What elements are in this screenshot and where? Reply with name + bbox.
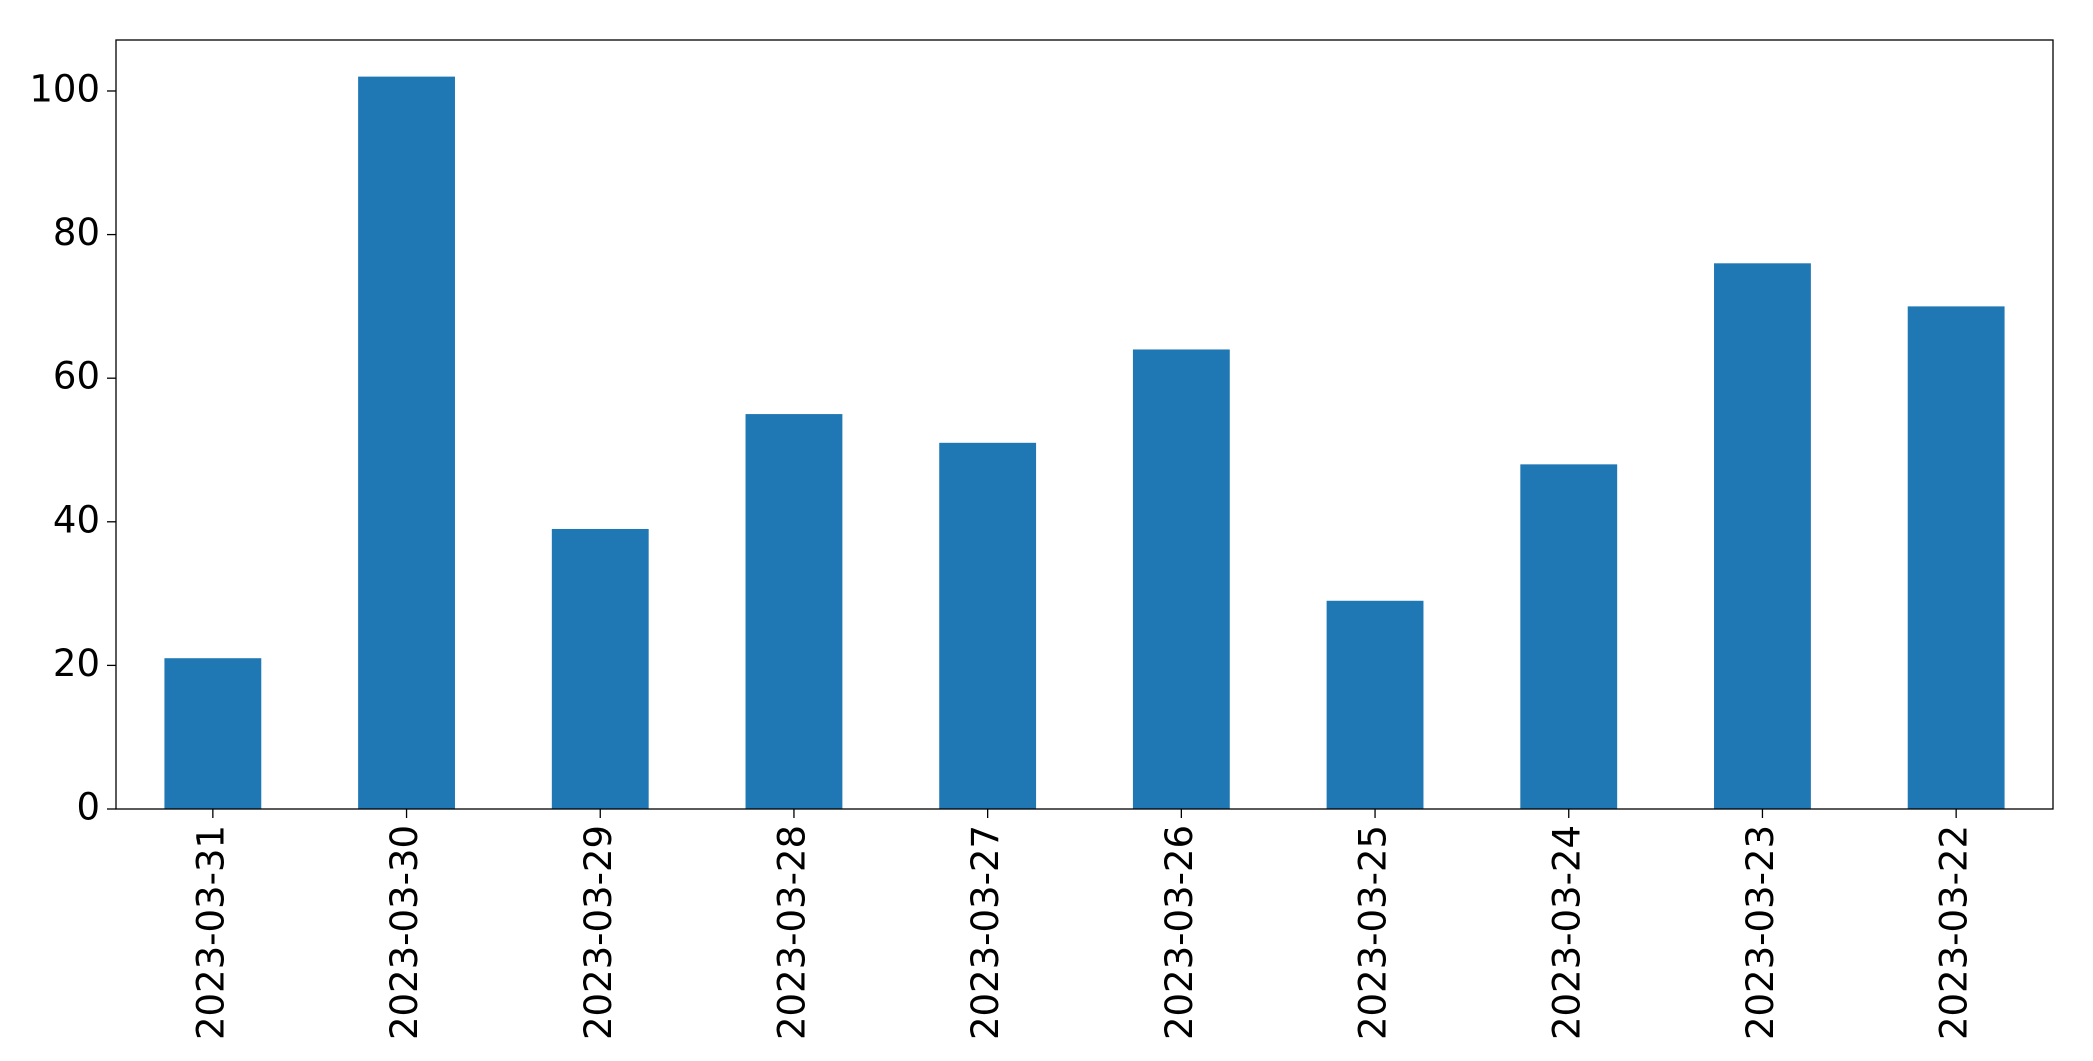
- bar: [745, 414, 843, 809]
- bar: [1520, 464, 1618, 809]
- bar: [1326, 600, 1424, 809]
- x-tick-label: 2023-03-26: [1158, 825, 1201, 1040]
- x-tick-label: 2023-03-31: [189, 825, 232, 1040]
- x-tick-label: 2023-03-30: [383, 825, 426, 1040]
- x-tick-label: 2023-03-29: [577, 825, 620, 1040]
- x-tick-label: 2023-03-25: [1352, 825, 1395, 1040]
- plot-frame: [115, 39, 2054, 810]
- bar: [939, 442, 1037, 809]
- bar: [164, 658, 262, 809]
- x-tick-label: 2023-03-22: [1933, 825, 1976, 1040]
- bar: [358, 76, 455, 810]
- bar: [1714, 263, 1811, 809]
- x-tick-label: 2023-03-28: [770, 825, 813, 1040]
- bar: [551, 528, 649, 809]
- y-tick-label: 80: [53, 211, 100, 254]
- y-tick-label: 60: [53, 355, 100, 398]
- x-tick-label: 2023-03-23: [1739, 825, 1782, 1040]
- y-tick-label: 40: [53, 498, 100, 541]
- x-tick-label: 2023-03-27: [964, 825, 1007, 1040]
- y-tick-label: 20: [53, 642, 100, 685]
- bar: [1907, 306, 2005, 809]
- bar: [1132, 349, 1230, 809]
- x-tick-label: 2023-03-24: [1545, 825, 1588, 1040]
- y-tick-label: 100: [29, 67, 100, 110]
- y-tick-label: 0: [76, 786, 100, 829]
